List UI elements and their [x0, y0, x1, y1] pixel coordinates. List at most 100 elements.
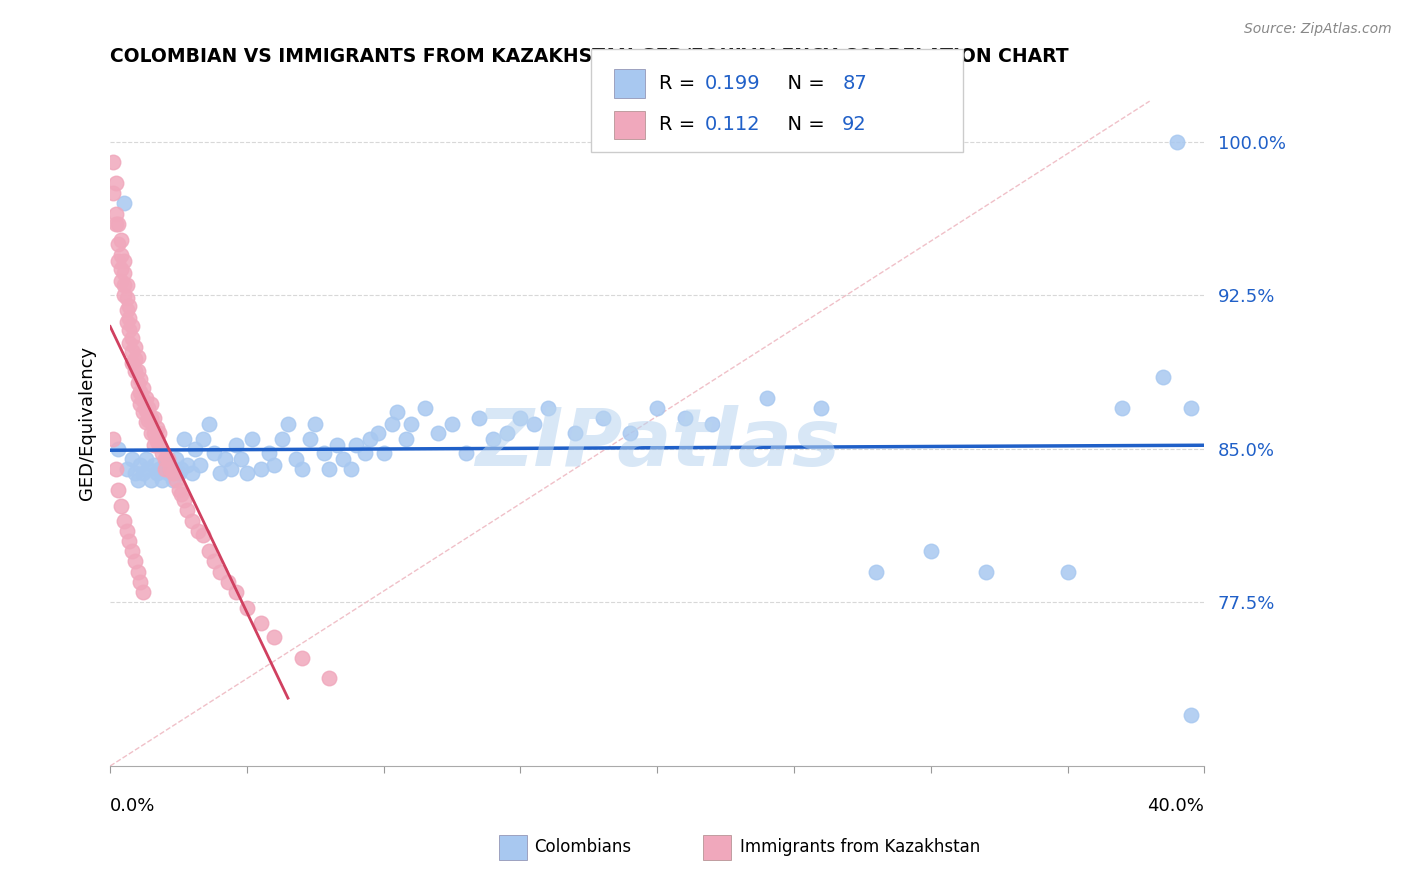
Point [353, 446, 375, 460]
Point [645, 401, 668, 415]
Text: 0.112: 0.112 [704, 115, 761, 135]
Point [399, 417, 422, 432]
Point [142, 411, 165, 425]
Point [124, 351, 146, 366]
Point [495, 425, 517, 440]
Point [121, 343, 143, 358]
Point [700, 417, 723, 432]
Point [1111, 401, 1133, 415]
Point [190, 458, 212, 473]
Point [217, 574, 239, 589]
Point [142, 438, 165, 452]
Point [974, 565, 997, 579]
Point [225, 585, 247, 599]
Point [219, 462, 242, 476]
Point [132, 405, 155, 419]
Point [367, 425, 389, 440]
Point [344, 438, 367, 452]
Point [359, 432, 381, 446]
Point [304, 417, 326, 432]
Text: R =: R = [659, 74, 702, 94]
Point [112, 514, 135, 528]
Text: 92: 92 [842, 115, 868, 135]
Point [127, 364, 149, 378]
Point [1152, 370, 1174, 384]
Point [115, 302, 138, 317]
Text: 40.0%: 40.0% [1147, 797, 1205, 814]
Point [271, 432, 294, 446]
Point [184, 442, 207, 456]
Point [112, 278, 135, 293]
Point [110, 247, 132, 261]
Point [285, 452, 308, 467]
Point [148, 438, 170, 452]
Point [153, 458, 176, 473]
Point [156, 452, 179, 467]
Point [208, 467, 231, 481]
Point [110, 499, 132, 513]
Point [145, 421, 167, 435]
Point [132, 467, 155, 481]
Point [115, 291, 138, 305]
Point [129, 384, 152, 399]
Point [118, 299, 141, 313]
Point [249, 462, 271, 476]
Point [162, 473, 184, 487]
Point [263, 458, 285, 473]
Point [159, 462, 181, 476]
Point [202, 554, 225, 568]
Point [810, 401, 832, 415]
Point [132, 380, 155, 394]
Point [1180, 401, 1202, 415]
Point [135, 415, 157, 429]
Point [107, 237, 129, 252]
Point [150, 473, 173, 487]
Point [118, 310, 141, 325]
Point [129, 372, 152, 386]
Point [141, 397, 163, 411]
Point [121, 331, 143, 345]
Text: Immigrants from Kazakhstan: Immigrants from Kazakhstan [740, 838, 980, 856]
Point [187, 524, 209, 538]
Point [138, 462, 160, 476]
Text: 0.0%: 0.0% [110, 797, 156, 814]
Point [197, 544, 219, 558]
Point [104, 176, 127, 190]
Point [165, 452, 187, 467]
Point [920, 544, 942, 558]
Point [1056, 565, 1078, 579]
Point [110, 274, 132, 288]
Point [135, 403, 157, 417]
Point [129, 397, 152, 411]
Point [263, 630, 285, 644]
Point [107, 442, 129, 456]
Point [118, 323, 141, 337]
Point [181, 514, 204, 528]
Point [148, 425, 170, 440]
Point [165, 473, 187, 487]
Point [110, 261, 132, 276]
Point [124, 554, 146, 568]
Point [236, 601, 259, 615]
Point [129, 574, 152, 589]
Point [121, 452, 143, 467]
Point [153, 462, 176, 476]
Point [167, 483, 190, 497]
Point [257, 446, 280, 460]
Point [121, 319, 143, 334]
Point [162, 467, 184, 481]
Point [312, 446, 335, 460]
Point [132, 392, 155, 407]
Point [170, 487, 193, 501]
Point [141, 473, 163, 487]
Point [107, 253, 129, 268]
Point [145, 434, 167, 448]
Point [318, 462, 340, 476]
Point [132, 585, 155, 599]
Point [673, 411, 696, 425]
Point [110, 233, 132, 247]
Point [1180, 707, 1202, 722]
Point [592, 411, 614, 425]
Point [865, 565, 887, 579]
Point [332, 452, 354, 467]
